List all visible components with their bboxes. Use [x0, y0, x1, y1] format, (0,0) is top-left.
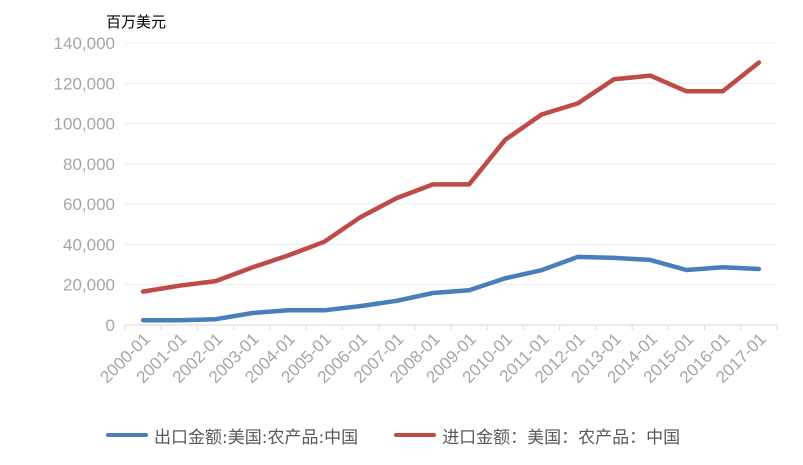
y-tick-label: 40,000: [63, 235, 115, 254]
y-tick-label: 80,000: [63, 155, 115, 174]
legend-item-import: 进口金额：美国：农产品：中国: [394, 423, 680, 448]
legend-label-import: 进口金额：美国：农产品：中国: [442, 427, 681, 448]
series-line-import: [140, 60, 762, 294]
series-lines: [140, 60, 762, 323]
y-tick-label: 120,000: [54, 74, 115, 93]
x-axis: 2000-012001-012002-012003-012004-012005-…: [96, 324, 778, 387]
y-tick-label: 20,000: [63, 276, 115, 295]
legend-label-export: 出口金额:美国:农产品:中国: [154, 427, 359, 448]
legend-swatch-export: [106, 433, 148, 437]
legend-swatch-import: [394, 433, 437, 437]
y-axis-unit-label: 百万美元: [106, 13, 167, 31]
legend-item-export: 出口金额:美国:农产品:中国: [106, 423, 358, 448]
y-tick-label: 100,000: [54, 115, 115, 134]
series-line-export: [140, 254, 762, 323]
y-tick-label: 140,000: [54, 34, 115, 53]
y-tick-label: 60,000: [63, 195, 115, 214]
y-tick-label: 0: [106, 316, 115, 335]
y-axis-ticks: 0 20,000 40,000 60,000 80,000 100,000 120,000 1…: [54, 34, 115, 335]
gridlines: [125, 42, 777, 286]
legend: 出口金额:美国:农产品:中国 进口金额：美国：农产品：中国: [106, 423, 716, 448]
